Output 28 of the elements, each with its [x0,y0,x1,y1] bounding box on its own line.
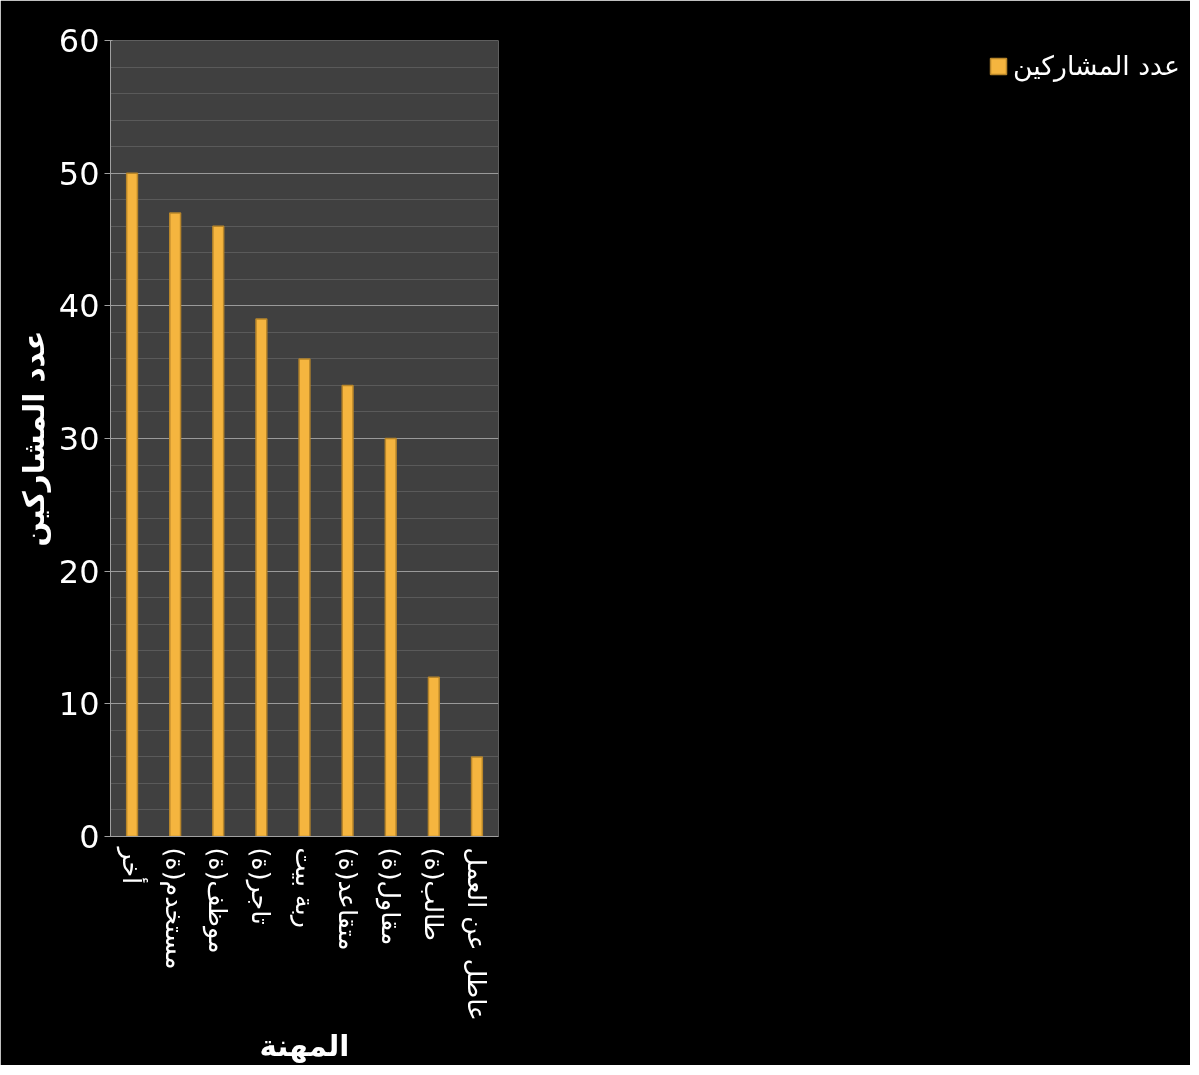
bar [470,756,484,837]
x-tick-label: تاجر(ة) [245,847,277,925]
y-tick-label: 40 [58,287,100,326]
x-tick-label: ربة بيت [289,847,320,928]
bar [125,172,139,837]
x-tick-label: مقاول(ة) [374,847,406,946]
legend-label: عدد المشاركين [1013,50,1180,81]
x-tick-label: متقاعد(ة) [332,847,363,951]
x-tick-label: طالب(ة) [418,847,449,941]
bar [384,437,397,837]
y-tick-label: 10 [58,685,100,724]
y-tick-label: 20 [58,552,100,591]
bar [298,358,311,837]
bar [427,676,440,837]
bar [169,212,182,837]
y-tick-label: 50 [58,154,100,193]
x-axis-title: المهنة [259,1028,350,1063]
x-tick-label: موظف(ة) [202,847,234,954]
x-tick-label: أخر [116,845,150,885]
bar [255,318,268,837]
y-axis-title: عدد المشاركين [16,330,51,547]
y-tick-label: 30 [58,420,100,458]
x-tick-label: عاطل عن العمل [460,847,492,1021]
bar [341,384,354,837]
y-tick-label: 60 [58,22,100,60]
bar [212,225,225,837]
y-tick-label: 0 [79,818,100,856]
x-tick-label: مستخدم(ة) [160,847,191,970]
